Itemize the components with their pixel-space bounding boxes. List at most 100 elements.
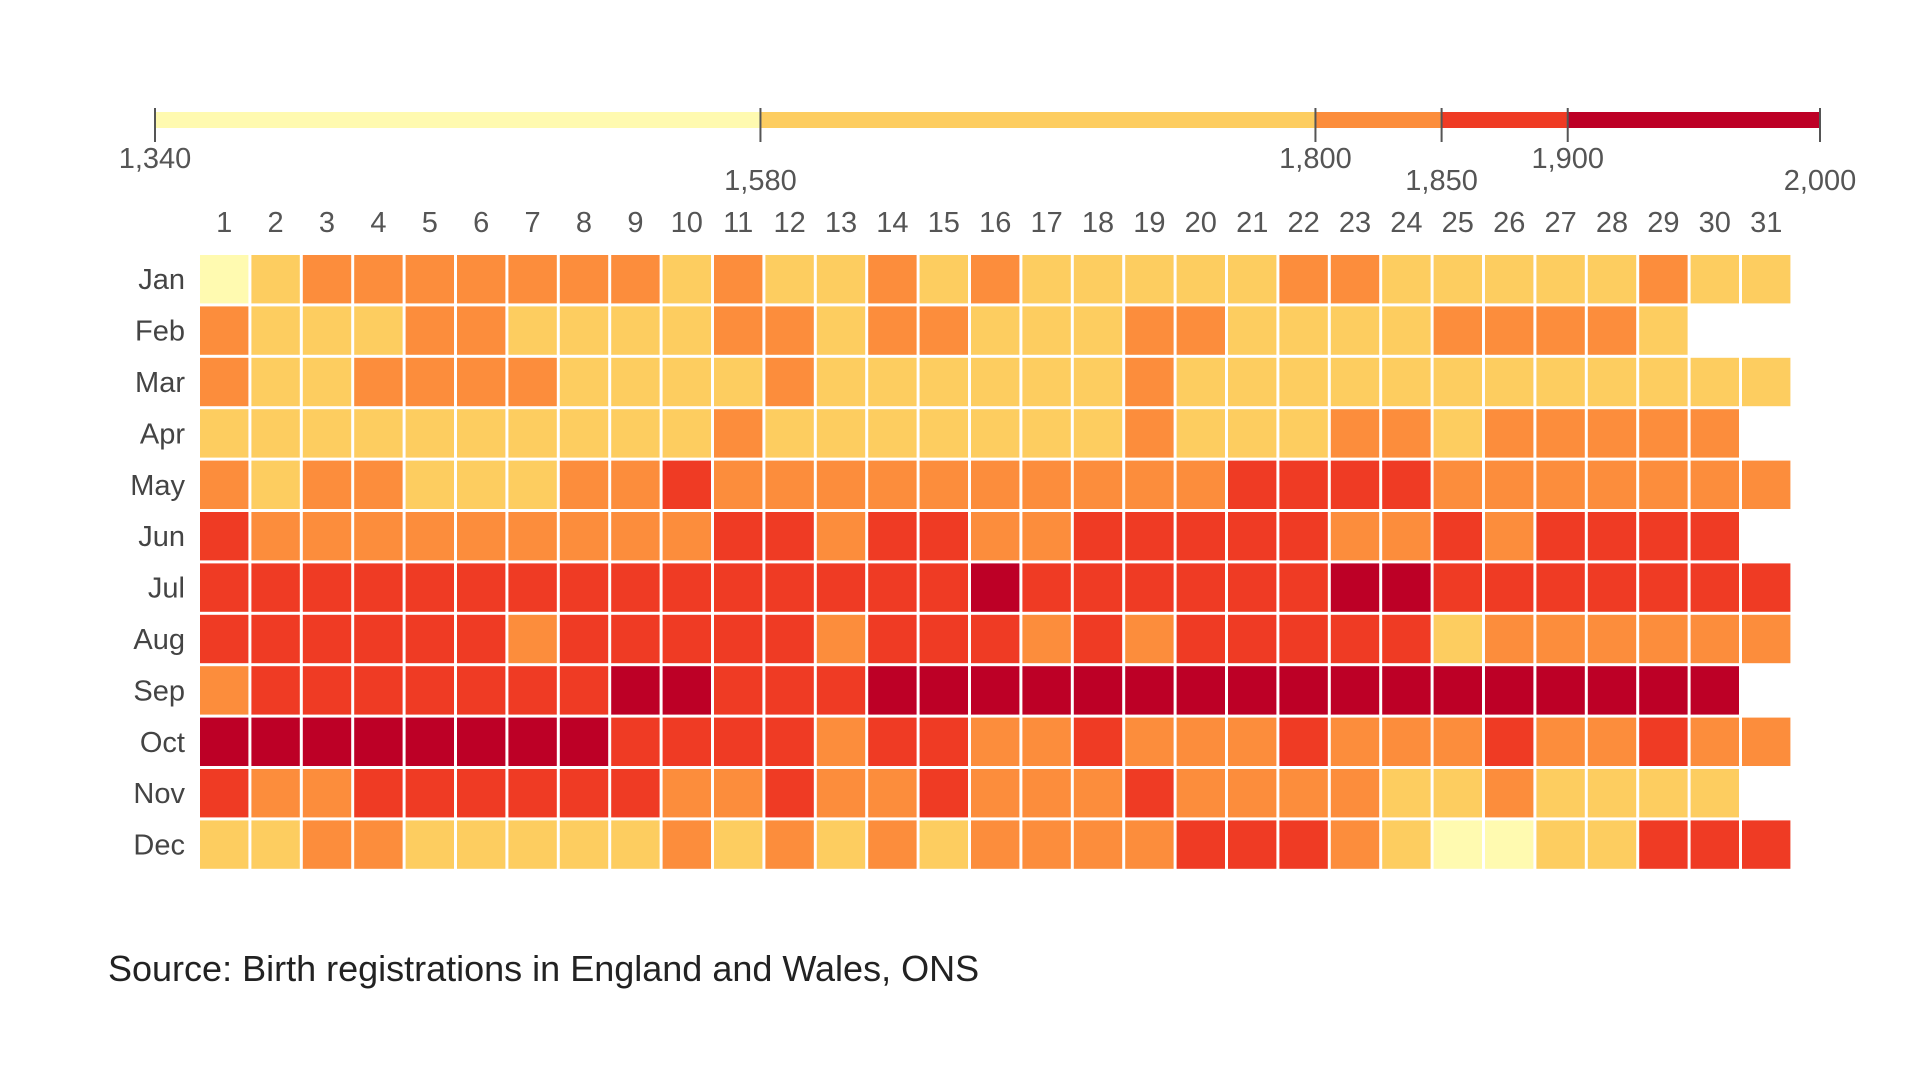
heatmap-cell xyxy=(1022,255,1071,304)
heatmap-cell xyxy=(1690,563,1739,612)
heatmap-cell xyxy=(765,820,814,869)
heatmap-cell xyxy=(1536,409,1585,458)
heatmap-cell xyxy=(251,409,300,458)
heatmap-cell xyxy=(765,306,814,355)
heatmap-cell xyxy=(457,666,506,715)
heatmap-cell xyxy=(1125,460,1174,509)
heatmap-cell xyxy=(971,409,1020,458)
x-tick-label: 13 xyxy=(825,207,857,239)
heatmap-cell xyxy=(868,614,917,664)
y-tick-label: Feb xyxy=(135,316,185,348)
heatmap-cell xyxy=(611,512,660,561)
heatmap-cell xyxy=(354,717,403,766)
heatmap-cell xyxy=(1022,460,1071,509)
heatmap-cell xyxy=(1485,409,1534,458)
heatmap-cell xyxy=(1587,409,1637,458)
heatmap-cell xyxy=(1073,614,1123,664)
heatmap-cell xyxy=(251,460,300,509)
heatmap-cell xyxy=(354,409,403,458)
x-tick-label: 29 xyxy=(1647,207,1679,239)
heatmap-cell xyxy=(868,306,917,355)
heatmap-cell xyxy=(1485,563,1534,612)
x-tick-label: 16 xyxy=(979,207,1011,239)
heatmap-cell xyxy=(354,357,403,407)
x-tick-label: 7 xyxy=(525,207,541,239)
legend-tick-label: 1,340 xyxy=(119,143,192,175)
heatmap-cell xyxy=(508,666,557,715)
heatmap-cell xyxy=(919,409,968,458)
heatmap-cell xyxy=(919,563,968,612)
heatmap-cell xyxy=(405,255,454,304)
heatmap-cell xyxy=(611,563,660,612)
heatmap-cell xyxy=(1279,306,1328,355)
heatmap-cell xyxy=(302,769,352,818)
heatmap-cell xyxy=(1279,255,1328,304)
heatmap-cell xyxy=(611,717,660,766)
heatmap-cell xyxy=(508,306,557,355)
heatmap-cell xyxy=(251,563,300,612)
heatmap-cell xyxy=(354,769,403,818)
heatmap-cell xyxy=(816,512,866,561)
heatmap-cell xyxy=(868,409,917,458)
heatmap-cell xyxy=(919,769,968,818)
heatmap-cell xyxy=(1073,717,1123,766)
heatmap-cell xyxy=(1022,357,1071,407)
heatmap-cell xyxy=(1073,512,1123,561)
heatmap-cell xyxy=(457,614,506,664)
heatmap-cell xyxy=(1073,460,1123,509)
heatmap-cell xyxy=(1176,357,1225,407)
heatmap-cell xyxy=(200,769,249,818)
heatmap-cell xyxy=(457,255,506,304)
x-tick-label: 8 xyxy=(576,207,592,239)
x-axis-day-labels: 1 2 3 4 5 6 7 8 9 10 11 12 13 14 15 16 17 18 19 20 21 22 23 24 2… xyxy=(216,207,1782,239)
heatmap-cell xyxy=(1690,717,1739,766)
heatmap-cell xyxy=(1382,357,1431,407)
heatmap-cell xyxy=(559,357,609,407)
heatmap-cell xyxy=(1690,460,1739,509)
legend-tick-label: 2,000 xyxy=(1784,165,1857,197)
heatmap-cell xyxy=(971,255,1020,304)
heatmap-cell xyxy=(1690,820,1739,869)
heatmap-cell xyxy=(559,512,609,561)
x-tick-label: 30 xyxy=(1699,207,1731,239)
heatmap-cell xyxy=(1382,717,1431,766)
heatmap-cell xyxy=(919,512,968,561)
x-tick-label: 27 xyxy=(1544,207,1576,239)
heatmap-cell xyxy=(816,820,866,869)
y-tick-label: Jul xyxy=(148,573,185,605)
heatmap-cell xyxy=(1433,769,1482,818)
heatmap-cell xyxy=(1073,306,1123,355)
heatmap-cell xyxy=(200,666,249,715)
heatmap-cell xyxy=(919,255,968,304)
heatmap-cell xyxy=(1485,306,1534,355)
heatmap-cell xyxy=(1073,409,1123,458)
heatmap-cell xyxy=(1330,357,1380,407)
heatmap-cell xyxy=(559,666,609,715)
x-tick-label: 3 xyxy=(319,207,335,239)
heatmap-cell xyxy=(1279,614,1328,664)
heatmap-cell xyxy=(200,717,249,766)
heatmap-cell xyxy=(1587,357,1637,407)
heatmap-cell xyxy=(1433,409,1482,458)
heatmap-cell xyxy=(405,666,454,715)
heatmap-cell xyxy=(302,306,352,355)
heatmap-cell xyxy=(457,563,506,612)
heatmap-cell xyxy=(405,460,454,509)
x-tick-label: 18 xyxy=(1082,207,1114,239)
heatmap-cell xyxy=(302,717,352,766)
heatmap-cell xyxy=(868,512,917,561)
heatmap-cell xyxy=(765,717,814,766)
heatmap-cell xyxy=(1176,820,1225,869)
heatmap-cell xyxy=(302,666,352,715)
heatmap-cell xyxy=(1485,666,1534,715)
heatmap-cell xyxy=(1485,820,1534,869)
heatmap-cell xyxy=(1228,769,1277,818)
heatmap-cell xyxy=(1022,512,1071,561)
x-tick-label: 19 xyxy=(1133,207,1165,239)
heatmap-cell xyxy=(1279,717,1328,766)
x-tick-label: 2 xyxy=(268,207,284,239)
heatmap-cell xyxy=(1587,306,1637,355)
y-tick-label: Sep xyxy=(133,675,185,707)
heatmap-cell xyxy=(1176,255,1225,304)
heatmap-cell xyxy=(971,512,1020,561)
